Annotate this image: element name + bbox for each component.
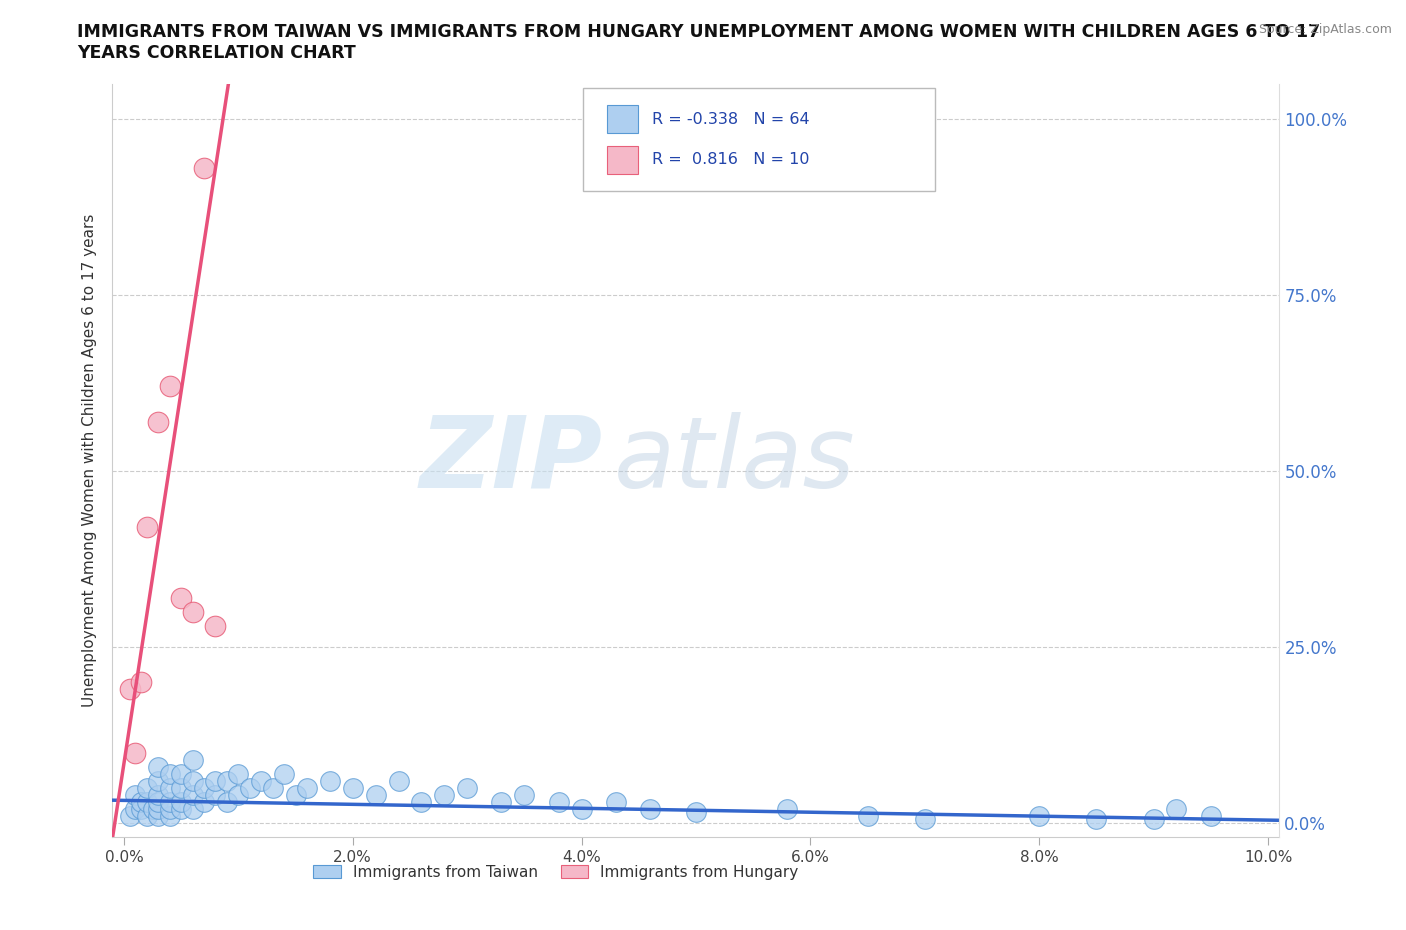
Point xyxy=(148,802,170,817)
Point xyxy=(159,802,181,817)
Point xyxy=(342,780,364,795)
Text: atlas: atlas xyxy=(614,412,856,509)
Point xyxy=(159,794,181,809)
Point xyxy=(141,802,163,817)
Point xyxy=(215,794,238,809)
Point xyxy=(181,788,204,803)
Point xyxy=(170,780,193,795)
Point xyxy=(411,794,433,809)
Point xyxy=(295,780,318,795)
Point xyxy=(148,414,170,429)
Point xyxy=(250,773,273,788)
Point xyxy=(148,759,170,774)
Point xyxy=(776,802,799,817)
Point xyxy=(148,788,170,803)
Point xyxy=(319,773,342,788)
Point xyxy=(513,788,536,803)
Point xyxy=(148,808,170,823)
Point xyxy=(914,812,936,827)
Point xyxy=(193,794,215,809)
Point xyxy=(685,805,707,820)
Point xyxy=(228,766,250,781)
Text: ZIP: ZIP xyxy=(419,412,603,509)
Text: IMMIGRANTS FROM TAIWAN VS IMMIGRANTS FROM HUNGARY UNEMPLOYMENT AMONG WOMEN WITH : IMMIGRANTS FROM TAIWAN VS IMMIGRANTS FRO… xyxy=(77,23,1320,62)
Text: R =  0.816   N = 10: R = 0.816 N = 10 xyxy=(652,153,810,167)
Point xyxy=(547,794,569,809)
Point xyxy=(148,794,170,809)
Point xyxy=(638,802,661,817)
Point xyxy=(181,752,204,767)
Point xyxy=(433,788,456,803)
Point xyxy=(284,788,307,803)
Point xyxy=(387,773,409,788)
Text: R = -0.338   N = 64: R = -0.338 N = 64 xyxy=(652,112,810,126)
Point xyxy=(204,618,226,633)
Point xyxy=(124,802,146,817)
Point xyxy=(129,802,152,817)
Point xyxy=(181,802,204,817)
Point xyxy=(456,780,478,795)
Point xyxy=(135,808,157,823)
Point xyxy=(262,780,284,795)
Point xyxy=(1199,808,1222,823)
Y-axis label: Unemployment Among Women with Children Ages 6 to 17 years: Unemployment Among Women with Children A… xyxy=(82,214,97,707)
Point xyxy=(215,773,238,788)
Point xyxy=(170,591,193,605)
Legend: Immigrants from Taiwan, Immigrants from Hungary: Immigrants from Taiwan, Immigrants from … xyxy=(307,858,804,886)
Point xyxy=(204,773,226,788)
Point xyxy=(364,788,387,803)
Point xyxy=(204,788,226,803)
Point xyxy=(159,766,181,781)
Point xyxy=(1028,808,1050,823)
Point xyxy=(124,788,146,803)
Point xyxy=(170,794,193,809)
Point xyxy=(239,780,262,795)
Point xyxy=(135,794,157,809)
Point xyxy=(135,520,157,535)
Point xyxy=(170,802,193,817)
Point xyxy=(148,773,170,788)
Point xyxy=(571,802,593,817)
Point xyxy=(159,780,181,795)
Point xyxy=(159,379,181,394)
Point xyxy=(181,604,204,619)
Point xyxy=(228,788,250,803)
Point xyxy=(193,161,215,176)
Text: Source: ZipAtlas.com: Source: ZipAtlas.com xyxy=(1258,23,1392,36)
Point xyxy=(170,766,193,781)
Point xyxy=(118,682,141,697)
Point xyxy=(1142,812,1164,827)
Point xyxy=(124,745,146,760)
Point xyxy=(1085,812,1108,827)
Point xyxy=(129,794,152,809)
Point xyxy=(273,766,295,781)
Point xyxy=(605,794,627,809)
Point xyxy=(129,674,152,689)
Point xyxy=(181,773,204,788)
Point xyxy=(193,780,215,795)
Point xyxy=(856,808,879,823)
Point xyxy=(118,808,141,823)
Point xyxy=(491,794,513,809)
Point xyxy=(135,780,157,795)
Point xyxy=(1166,802,1188,817)
Point xyxy=(159,808,181,823)
